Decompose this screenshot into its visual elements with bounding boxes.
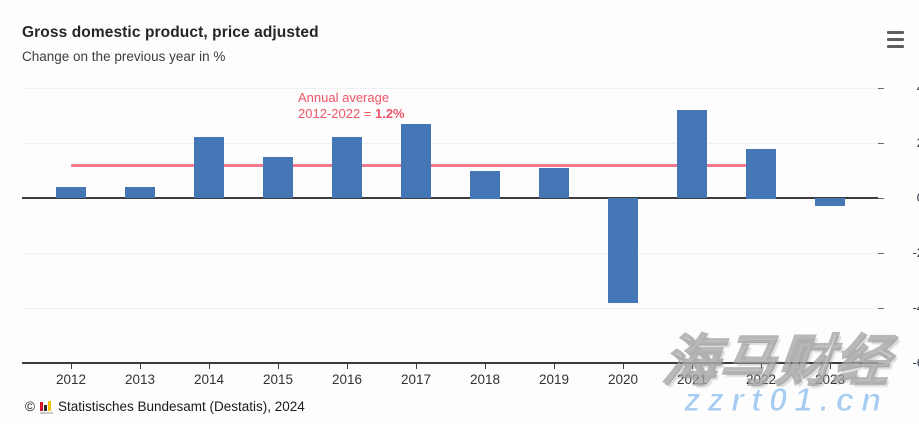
x-axis-label-2022: 2022 (745, 372, 777, 387)
x-axis-tick (761, 363, 762, 369)
y-axis-label: -6 (912, 355, 919, 370)
hamburger-bar (887, 31, 904, 34)
x-axis-label-2013: 2013 (124, 372, 156, 387)
destatis-bar-chart-icon (39, 400, 53, 414)
x-axis-label-2023: 2023 (814, 372, 846, 387)
x-axis-tick (140, 363, 141, 369)
x-axis-label-2018: 2018 (469, 372, 501, 387)
y-axis-label: 0 (884, 189, 919, 207)
y-axis-label: -4 (912, 300, 919, 315)
gridline (22, 253, 878, 254)
x-axis-label-2017: 2017 (400, 372, 432, 387)
x-axis-label-2012: 2012 (55, 372, 87, 387)
chart-subtitle: Change on the previous year in % (22, 49, 226, 64)
hamburger-menu-icon[interactable] (887, 31, 905, 48)
y-axis-tick (878, 363, 884, 364)
bar-2016[interactable] (332, 137, 362, 198)
y-axis-tick (878, 198, 884, 199)
gridline (22, 143, 878, 144)
x-axis-tick (71, 363, 72, 369)
average-annotation-line1: Annual average (298, 90, 390, 105)
source-text: Statistisches Bundesamt (Destatis), 2024 (57, 399, 305, 414)
x-axis-tick (623, 363, 624, 369)
bar-2012[interactable] (56, 187, 86, 198)
x-axis-tick (830, 363, 831, 369)
average-annotation-line2: 2012-2022 = 1.2% (298, 106, 405, 121)
x-axis-tick (347, 363, 348, 369)
x-axis-label-2014: 2014 (193, 372, 225, 387)
x-axis-label-2019: 2019 (538, 372, 570, 387)
copyright-symbol: © (25, 399, 35, 414)
x-axis-label-2015: 2015 (262, 372, 294, 387)
bar-2015[interactable] (263, 157, 293, 198)
bar-2021[interactable] (677, 110, 707, 198)
bar-2013[interactable] (125, 187, 155, 198)
average-value: 1.2% (374, 106, 405, 121)
zero-line (22, 197, 878, 199)
x-axis-label-2016: 2016 (331, 372, 363, 387)
bar-2022[interactable] (746, 149, 776, 199)
y-axis-tick (878, 88, 884, 89)
x-axis-tick (692, 363, 693, 369)
y-axis-label: 2 (884, 134, 919, 152)
average-annotation: Annual average 2012-2022 = 1.2% (298, 90, 405, 122)
x-axis-label-2020: 2020 (607, 372, 639, 387)
gridline (22, 308, 878, 309)
x-axis-tick (554, 363, 555, 369)
y-axis-tick (878, 143, 884, 144)
y-axis-tick (878, 308, 884, 309)
x-axis-tick (278, 363, 279, 369)
bar-2018[interactable] (470, 171, 500, 199)
y-axis-label: -2 (912, 245, 919, 260)
plot-area: Annual average 2012-2022 = 1.2% 4 2 0 -2 -4 -… (22, 80, 919, 387)
x-axis-label-2021: 2021 (676, 372, 708, 387)
y-axis-label: 4 (884, 79, 919, 97)
bar-2019[interactable] (539, 168, 569, 198)
x-axis-line (22, 362, 878, 364)
page-title: Gross domestic product, price adjusted (22, 24, 319, 41)
bar-2020[interactable] (608, 198, 638, 303)
bar-2014[interactable] (194, 137, 224, 198)
x-axis-tick (416, 363, 417, 369)
gridline (22, 88, 878, 89)
x-axis-tick (209, 363, 210, 369)
bar-2023[interactable] (815, 198, 845, 206)
hamburger-bar (887, 38, 904, 41)
source-line: © Statistisches Bundesamt (Destatis), 20… (25, 399, 305, 414)
hamburger-bar (887, 45, 904, 48)
y-axis-tick (878, 253, 884, 254)
x-axis-tick (485, 363, 486, 369)
bar-2017[interactable] (401, 124, 431, 198)
